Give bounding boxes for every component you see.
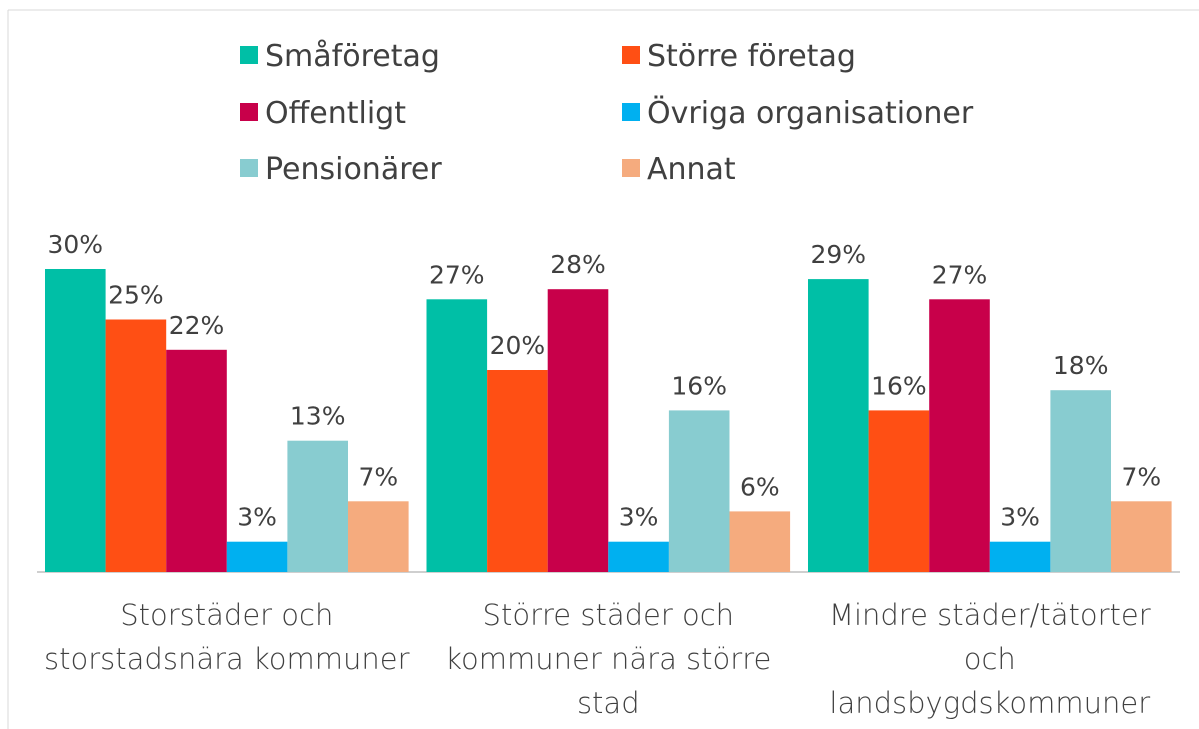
legend-label: Pensionärer (265, 152, 442, 187)
bar (105, 319, 167, 572)
value-label: 3% (1000, 503, 1040, 532)
value-label: 16% (871, 371, 927, 400)
x-tick-label: Storstäder och storstadsnära kommuner (44, 598, 410, 676)
legend-swatch (240, 46, 258, 64)
value-label: 13% (290, 402, 346, 431)
value-label: 18% (1053, 351, 1109, 380)
legend-label: Större företag (647, 39, 856, 74)
bar (348, 501, 409, 572)
bar (226, 541, 288, 572)
value-label: 29% (811, 240, 867, 269)
bar (989, 541, 1051, 572)
bar (929, 299, 990, 572)
legend-swatch (240, 103, 258, 121)
legend-swatch (622, 103, 640, 121)
value-label: 28% (550, 250, 606, 279)
bar (487, 370, 548, 572)
bar (1111, 501, 1172, 572)
legend-label: Övriga organisationer (647, 95, 974, 131)
legend-label: Annat (647, 152, 736, 187)
x-tick-label: Mindre städer/tätorter och landsbygdskom… (828, 598, 1151, 720)
legend-label: Offentligt (265, 96, 406, 131)
bar (608, 541, 669, 572)
value-label: 22% (169, 311, 225, 340)
bar (45, 269, 106, 572)
value-label: 27% (932, 260, 988, 289)
bar (868, 410, 930, 572)
value-label: 25% (108, 281, 164, 310)
legend-swatch (240, 159, 258, 177)
value-label: 30% (48, 230, 104, 259)
value-label: 6% (740, 472, 780, 501)
value-label: 7% (1121, 462, 1161, 491)
bar (287, 440, 348, 572)
legend-swatch (622, 46, 640, 64)
bar (668, 410, 730, 572)
bar (808, 279, 869, 572)
legend-label: Småföretag (265, 39, 440, 74)
legend-swatch (622, 159, 640, 177)
value-label: 3% (619, 503, 659, 532)
x-tick-label: Större städer och kommuner nära större s… (445, 598, 772, 720)
bar (166, 349, 227, 572)
value-label: 20% (490, 331, 546, 360)
bar (547, 289, 609, 572)
bar (729, 511, 791, 572)
value-label: 3% (237, 503, 277, 532)
bar (1050, 390, 1111, 572)
value-label: 27% (429, 260, 485, 289)
value-label: 16% (671, 371, 727, 400)
value-label: 7% (358, 462, 398, 491)
bar (426, 299, 488, 572)
